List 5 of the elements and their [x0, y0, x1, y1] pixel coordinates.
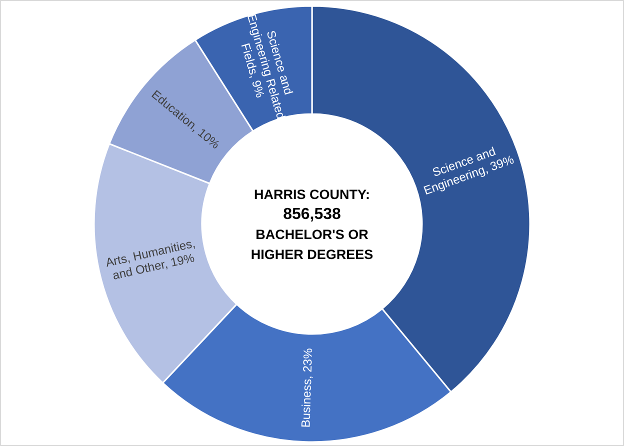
data-label: , 23% — [300, 348, 316, 380]
text: 856,538 — [283, 206, 342, 223]
text: HARRIS COUNTY: — [254, 187, 370, 202]
slice-label: Business — [298, 378, 314, 428]
text: BACHELOR'S OR HIGHER DEGREES — [250, 227, 374, 262]
